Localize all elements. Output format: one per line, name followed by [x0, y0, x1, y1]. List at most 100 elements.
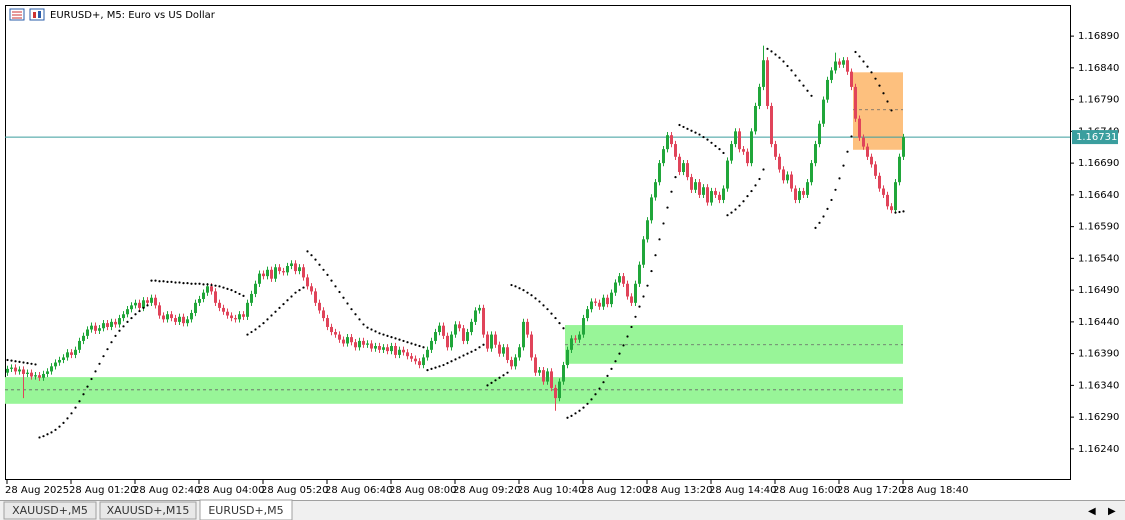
sar-dot	[298, 289, 301, 292]
candle-body	[174, 318, 177, 322]
y-tick-label: 1.16490	[1078, 285, 1119, 296]
sar-dot	[114, 334, 117, 337]
sar-dot	[554, 316, 557, 320]
candle-body	[706, 187, 709, 203]
sar-dot	[530, 294, 533, 297]
candle-body	[858, 118, 861, 138]
sar-dot	[482, 343, 485, 346]
candle-body	[898, 156, 901, 183]
sar-dot	[670, 190, 673, 193]
candle-body	[518, 347, 521, 358]
sar-dot	[478, 346, 481, 349]
sar-dot	[686, 127, 689, 130]
candle-body	[550, 371, 553, 388]
candle-body	[746, 151, 749, 164]
candle-body	[358, 340, 361, 348]
sar-dot	[274, 310, 277, 313]
candle-body	[78, 340, 81, 350]
x-tick-label: 28 Aug 2025	[5, 485, 69, 496]
candle-body	[306, 277, 309, 287]
candle-body	[426, 349, 429, 358]
sar-dot	[494, 379, 497, 382]
sar-dot	[466, 352, 469, 355]
sar-dot	[746, 195, 749, 198]
candle-body	[142, 300, 145, 308]
sar-dot	[362, 323, 365, 326]
sar-dot	[514, 285, 517, 288]
sar-dot	[278, 306, 281, 310]
sar-dot	[406, 341, 409, 344]
candle-body	[790, 174, 793, 189]
sar-dot	[214, 284, 217, 287]
candle-body	[502, 347, 505, 354]
x-tick-label: 28 Aug 10:40	[517, 485, 584, 496]
candle-body	[614, 282, 617, 293]
sar-dot	[138, 309, 141, 313]
sar-dot	[354, 313, 357, 316]
sar-dot	[422, 346, 425, 349]
candle-body	[454, 324, 457, 335]
candle-body	[270, 269, 273, 279]
sar-dot	[630, 325, 633, 329]
sar-dot	[598, 387, 601, 390]
sar-dot	[490, 381, 493, 384]
candle-body	[374, 346, 377, 349]
sar-dot	[602, 381, 605, 384]
scroll-right[interactable]: ▶	[1108, 506, 1116, 517]
candle-body	[498, 344, 501, 354]
sar-dot	[218, 285, 221, 288]
scroll-left[interactable]: ◀	[1088, 506, 1096, 517]
candle-body	[710, 191, 713, 203]
sar-dot	[258, 325, 261, 328]
sar-dot	[210, 283, 213, 287]
x-tick-label: 28 Aug 08:00	[389, 485, 456, 496]
sar-dot	[778, 56, 781, 59]
sar-dot	[574, 412, 577, 415]
candle-body	[334, 332, 337, 335]
candle-body	[834, 61, 837, 71]
candle-body	[206, 286, 209, 293]
candle-body	[138, 302, 141, 308]
x-tick-label: 28 Aug 14:40	[709, 485, 776, 496]
sar-dot	[810, 94, 813, 97]
sar-dot	[734, 208, 737, 211]
candle-body	[494, 334, 497, 345]
sar-dot	[534, 297, 537, 300]
sar-dot	[886, 100, 889, 103]
candle-body	[730, 144, 733, 161]
sar-dot	[426, 369, 429, 372]
sar-dot	[70, 412, 73, 415]
sar-dot	[730, 211, 733, 214]
sar-dot	[174, 281, 177, 284]
zone	[853, 72, 903, 150]
tab[interactable]	[3, 501, 97, 520]
sar-dot	[634, 315, 637, 318]
x-tick-label: 28 Aug 12:00	[581, 485, 648, 496]
chart-title: EURUSD+, M5: Euro vs US Dollar	[50, 10, 216, 21]
sar-dot	[98, 362, 101, 365]
candle-body	[486, 334, 489, 349]
candle-body	[534, 357, 537, 373]
sar-dot	[782, 60, 785, 63]
sar-dot	[398, 338, 401, 341]
candle-body	[878, 175, 881, 189]
sar-dot	[82, 393, 85, 396]
candle-body	[150, 297, 153, 303]
y-tick-label: 1.16540	[1078, 253, 1119, 264]
candle-body	[338, 334, 341, 340]
tab[interactable]	[99, 501, 197, 520]
sar-dot	[638, 305, 641, 308]
sar-dot	[238, 292, 241, 296]
sar-dot	[34, 363, 37, 366]
candle-body	[382, 347, 385, 350]
sar-dot	[622, 344, 625, 347]
candle-body	[114, 321, 117, 325]
sar-dot	[246, 333, 249, 336]
candle-body	[346, 337, 349, 344]
tab[interactable]	[199, 499, 293, 520]
sar-dot	[694, 131, 697, 134]
sar-dot	[610, 367, 613, 370]
candle-body	[770, 105, 773, 145]
sar-dot	[250, 330, 253, 334]
